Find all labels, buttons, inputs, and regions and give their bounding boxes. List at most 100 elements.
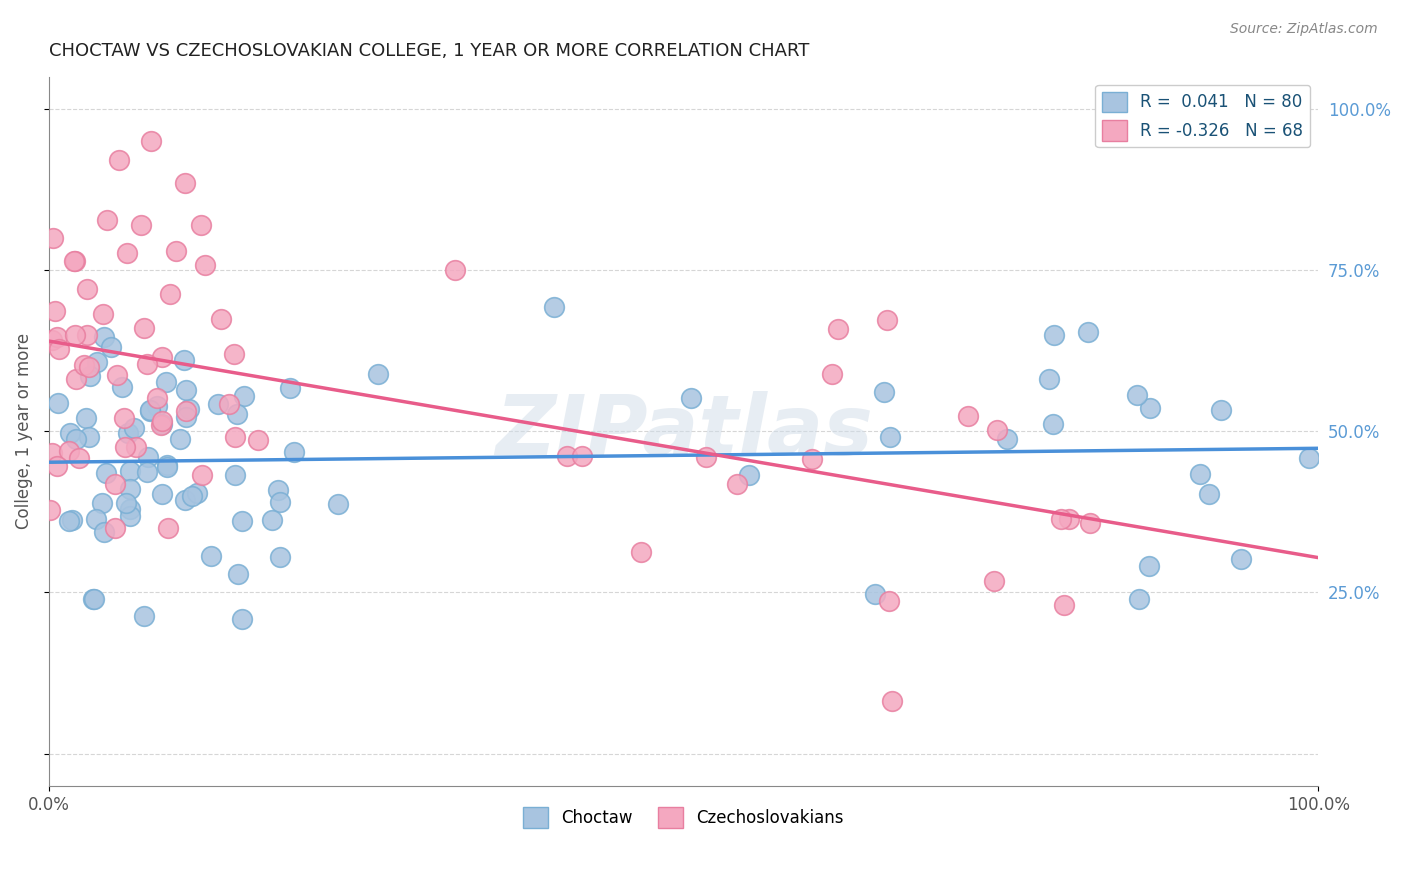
Point [138, 403, 160, 417]
Point [224, 430, 246, 444]
Point [444, 263, 467, 277]
Point [725, 477, 748, 491]
Point [190, 218, 212, 232]
Point [191, 467, 214, 482]
Point [174, 403, 197, 417]
Point [112, 410, 135, 425]
Point [1209, 403, 1232, 417]
Point [194, 258, 217, 272]
Point [821, 367, 844, 381]
Point [571, 450, 593, 464]
Point [139, 404, 162, 418]
Point [827, 322, 849, 336]
Point [174, 493, 197, 508]
Point [879, 594, 901, 608]
Point [63, 327, 86, 342]
Point [118, 502, 141, 516]
Point [111, 379, 134, 393]
Point [367, 367, 389, 381]
Point [84, 512, 107, 526]
Point [260, 513, 283, 527]
Point [209, 312, 232, 326]
Point [207, 397, 229, 411]
Point [65, 432, 87, 446]
Point [100, 340, 122, 354]
Point [139, 134, 162, 148]
Point [46, 459, 69, 474]
Point [149, 417, 172, 432]
Point [186, 486, 208, 500]
Point [41, 446, 63, 460]
Point [118, 508, 141, 523]
Point [79, 368, 101, 383]
Point [156, 520, 179, 534]
Point [132, 321, 155, 335]
Point [65, 372, 87, 386]
Point [1057, 512, 1080, 526]
Point [1126, 387, 1149, 401]
Point [630, 545, 652, 559]
Point [152, 417, 174, 432]
Point [218, 397, 240, 411]
Point [865, 587, 887, 601]
Point [58, 514, 80, 528]
Point [1077, 325, 1099, 339]
Point [120, 482, 142, 496]
Point [76, 328, 98, 343]
Point [82, 592, 104, 607]
Point [91, 496, 114, 510]
Point [77, 359, 100, 374]
Point [543, 300, 565, 314]
Point [226, 407, 249, 421]
Point [232, 388, 254, 402]
Point [114, 440, 136, 454]
Point [165, 244, 187, 258]
Point [956, 409, 979, 423]
Point [983, 574, 1005, 588]
Point [876, 313, 898, 327]
Point [46, 396, 69, 410]
Point [93, 329, 115, 343]
Point [174, 409, 197, 424]
Point [41, 333, 63, 347]
Point [117, 425, 139, 440]
Point [77, 430, 100, 444]
Point [134, 609, 156, 624]
Point [125, 440, 148, 454]
Point [96, 213, 118, 227]
Point [69, 450, 91, 465]
Point [169, 432, 191, 446]
Point [231, 515, 253, 529]
Point [91, 307, 114, 321]
Point [60, 513, 83, 527]
Point [73, 358, 96, 372]
Point [231, 612, 253, 626]
Point [1078, 516, 1101, 530]
Point [156, 459, 179, 474]
Point [873, 385, 896, 400]
Point [1053, 599, 1076, 613]
Point [1139, 401, 1161, 415]
Point [145, 391, 167, 405]
Point [129, 218, 152, 232]
Point [180, 489, 202, 503]
Point [159, 287, 181, 301]
Point [76, 282, 98, 296]
Point [146, 399, 169, 413]
Point [246, 433, 269, 447]
Point [738, 467, 761, 482]
Point [224, 467, 246, 482]
Point [269, 495, 291, 509]
Point [104, 521, 127, 535]
Point [177, 402, 200, 417]
Point [152, 486, 174, 500]
Point [280, 381, 302, 395]
Point [1049, 512, 1071, 526]
Point [879, 430, 901, 444]
Point [104, 476, 127, 491]
Point [150, 414, 173, 428]
Point [156, 458, 179, 473]
Point [122, 421, 145, 435]
Point [283, 445, 305, 459]
Point [46, 330, 69, 344]
